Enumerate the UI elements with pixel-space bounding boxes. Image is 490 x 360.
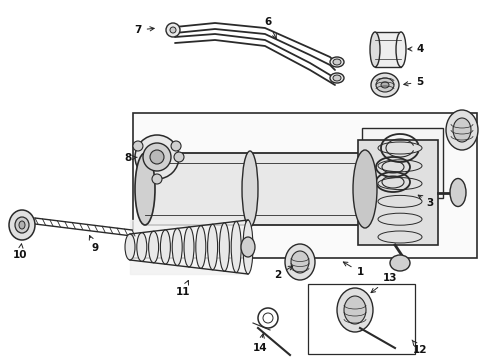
Ellipse shape: [15, 217, 29, 233]
Circle shape: [152, 174, 162, 184]
Ellipse shape: [446, 110, 478, 150]
Ellipse shape: [353, 150, 377, 228]
Ellipse shape: [370, 32, 380, 67]
Ellipse shape: [450, 179, 466, 207]
Ellipse shape: [143, 143, 171, 171]
Text: 10: 10: [13, 244, 27, 260]
Circle shape: [166, 23, 180, 37]
Ellipse shape: [381, 82, 389, 88]
Ellipse shape: [9, 210, 35, 240]
Ellipse shape: [19, 221, 25, 229]
Text: 6: 6: [265, 17, 276, 39]
Ellipse shape: [135, 135, 179, 179]
Ellipse shape: [355, 153, 375, 225]
Text: 1: 1: [343, 262, 364, 277]
Text: 3: 3: [418, 195, 434, 208]
Ellipse shape: [231, 221, 241, 273]
Text: 7: 7: [134, 25, 154, 35]
Text: 13: 13: [371, 273, 397, 293]
Ellipse shape: [376, 78, 394, 92]
Ellipse shape: [241, 237, 255, 257]
Text: 8: 8: [124, 153, 137, 163]
Bar: [145, 153, 365, 225]
Ellipse shape: [396, 32, 406, 67]
Ellipse shape: [371, 73, 399, 97]
Circle shape: [170, 27, 176, 33]
Bar: [133, 113, 477, 258]
Ellipse shape: [285, 244, 315, 280]
Text: 11: 11: [176, 280, 190, 297]
Ellipse shape: [208, 224, 218, 270]
Ellipse shape: [242, 151, 258, 227]
Ellipse shape: [344, 296, 366, 324]
Bar: [375, 32, 401, 67]
Ellipse shape: [337, 288, 373, 332]
Text: 4: 4: [408, 44, 424, 54]
Ellipse shape: [453, 118, 471, 142]
Ellipse shape: [243, 220, 253, 274]
Ellipse shape: [330, 73, 344, 83]
Ellipse shape: [333, 59, 341, 65]
Text: 2: 2: [274, 266, 293, 280]
Bar: [362, 128, 443, 198]
Ellipse shape: [220, 223, 229, 271]
Text: 12: 12: [412, 340, 427, 355]
Text: 14: 14: [253, 334, 268, 353]
Bar: [358, 140, 438, 245]
Text: 9: 9: [89, 235, 98, 253]
Text: 5: 5: [404, 77, 424, 87]
Ellipse shape: [333, 75, 341, 81]
Ellipse shape: [160, 230, 171, 264]
Ellipse shape: [196, 226, 206, 269]
Circle shape: [174, 152, 184, 162]
Ellipse shape: [150, 150, 164, 164]
Circle shape: [133, 141, 143, 151]
Ellipse shape: [390, 255, 410, 271]
Ellipse shape: [137, 233, 147, 261]
Ellipse shape: [184, 227, 194, 267]
Ellipse shape: [172, 228, 182, 266]
Ellipse shape: [125, 234, 135, 260]
Bar: [308, 284, 415, 354]
Ellipse shape: [135, 153, 155, 225]
Ellipse shape: [291, 251, 309, 273]
Circle shape: [171, 141, 181, 151]
Ellipse shape: [330, 57, 344, 67]
Ellipse shape: [148, 231, 159, 263]
